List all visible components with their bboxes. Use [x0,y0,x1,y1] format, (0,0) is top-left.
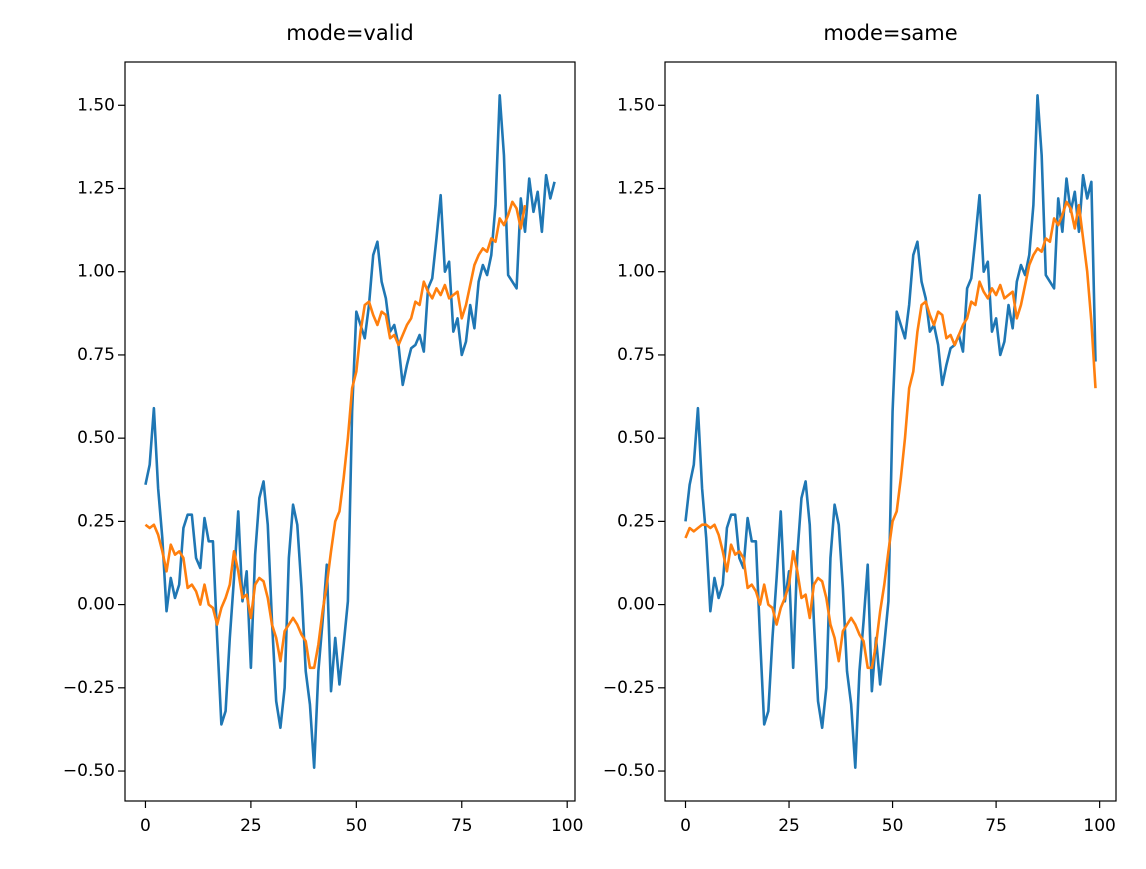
y-tick-label: −0.50 [63,761,115,781]
line [684,200,1097,670]
chart-title: mode=valid [286,21,413,45]
x-tick-label: 25 [778,816,800,836]
y-tick-label: 0.50 [617,428,655,448]
y-tick-label: −0.25 [63,678,115,698]
y-tick-label: 1.25 [617,178,655,198]
x-tick-label: 0 [140,816,151,836]
y-tick-label: 1.25 [77,178,115,198]
y-tick-label: 0.50 [77,428,115,448]
line [144,93,556,770]
axes-frame [124,61,576,802]
y-tick-label: 0.25 [617,511,655,531]
y-tick-label: 0.75 [617,345,655,365]
line [684,93,1097,770]
x-tick-label: 100 [551,816,583,836]
x-tick-label: 50 [882,816,904,836]
axes-frame [664,61,1117,802]
x-tick-label: 75 [451,816,473,836]
y-tick-label: 0.00 [617,595,655,615]
y-tick-label: 1.00 [77,262,115,282]
y-tick-label: 1.00 [617,262,655,282]
y-tick-label: −0.25 [603,678,655,698]
x-tick-label: 0 [680,816,691,836]
y-tick-label: 0.75 [77,345,115,365]
x-tick-label: 25 [240,816,262,836]
y-tick-label: 1.50 [77,95,115,115]
x-tick-label: 50 [346,816,368,836]
chart-title: mode=same [823,21,957,45]
x-tick-label: 75 [985,816,1007,836]
x-tick-label: 100 [1083,816,1115,836]
y-tick-label: 0.00 [77,595,115,615]
y-tick-label: 0.25 [77,511,115,531]
y-tick-label: −0.50 [603,761,655,781]
line [144,200,527,670]
y-tick-label: 1.50 [617,95,655,115]
